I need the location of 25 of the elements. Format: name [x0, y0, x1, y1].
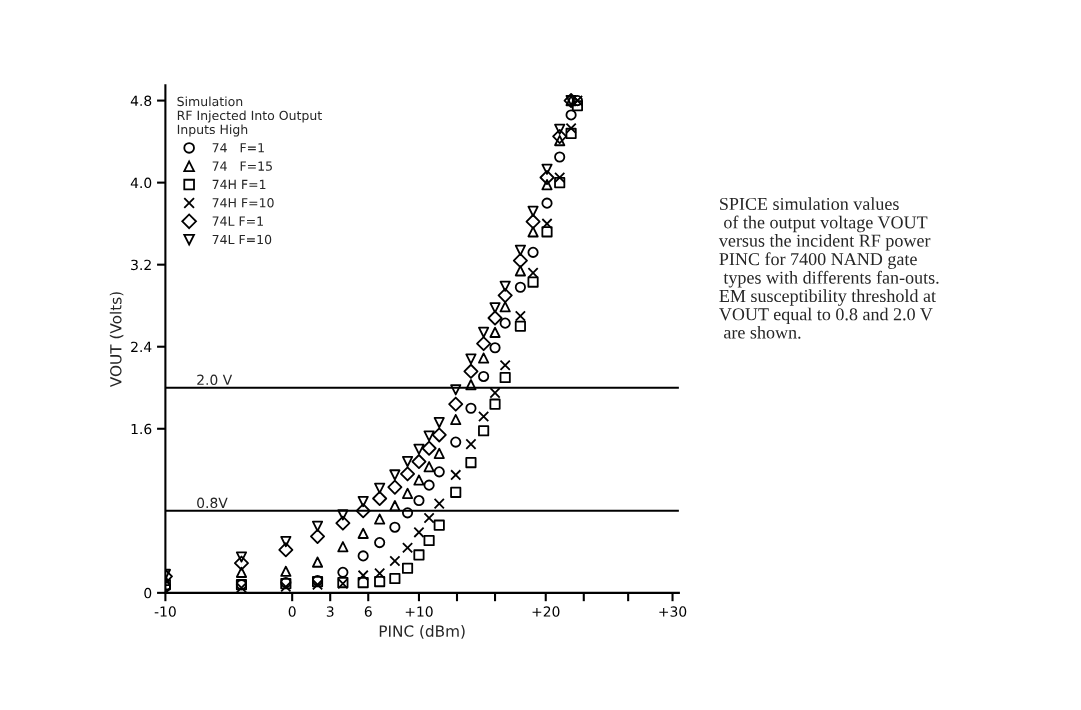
legend-title: Simulation RF Injected Into Output Inputs High: [177, 96, 322, 137]
x-tick-label: 0: [288, 606, 296, 617]
y-tick-label: 0: [144, 587, 152, 599]
legend-label: 74 F=1: [212, 143, 264, 153]
x-axis-title: PINC (dBm): [379, 625, 465, 639]
x-tick-label: -10: [154, 606, 176, 617]
ref-line-label: 0.8V: [197, 497, 228, 509]
x-tick-label: +20: [532, 606, 560, 617]
y-tick-label: 1.6: [131, 423, 152, 435]
legend-label: 74H F=1: [212, 179, 266, 189]
x-tick-label: 3: [326, 606, 334, 617]
legend-label: 74L F=1: [212, 216, 263, 226]
x-tick-label: +10: [405, 606, 433, 617]
text: SPICE simulation values of the output voltage VOUT versus the incident RF power PINC for 7400 NAND gate types with differents fan-outs. EM susceptibility threshold at VOUT equal to 0.8 and 2.0 V are shown.: [718, 197, 939, 339]
y-tick-label: 4.0: [130, 177, 152, 189]
x-tick-label: 6: [364, 606, 372, 617]
legend-label: 74H F=10: [212, 198, 274, 208]
legend-label: 74 F=15: [212, 161, 272, 171]
y-axis-title: VOUT (Volts): [109, 292, 124, 388]
y-tick-label: 3.2: [131, 259, 151, 271]
ref-line-label: 2.0 V: [197, 374, 233, 386]
y-tick-label: 2.4: [131, 341, 152, 352]
y-tick-label: 4.8: [130, 95, 152, 107]
x-tick-label: +30: [659, 606, 687, 617]
legend-label: 74L F=10: [212, 234, 272, 245]
